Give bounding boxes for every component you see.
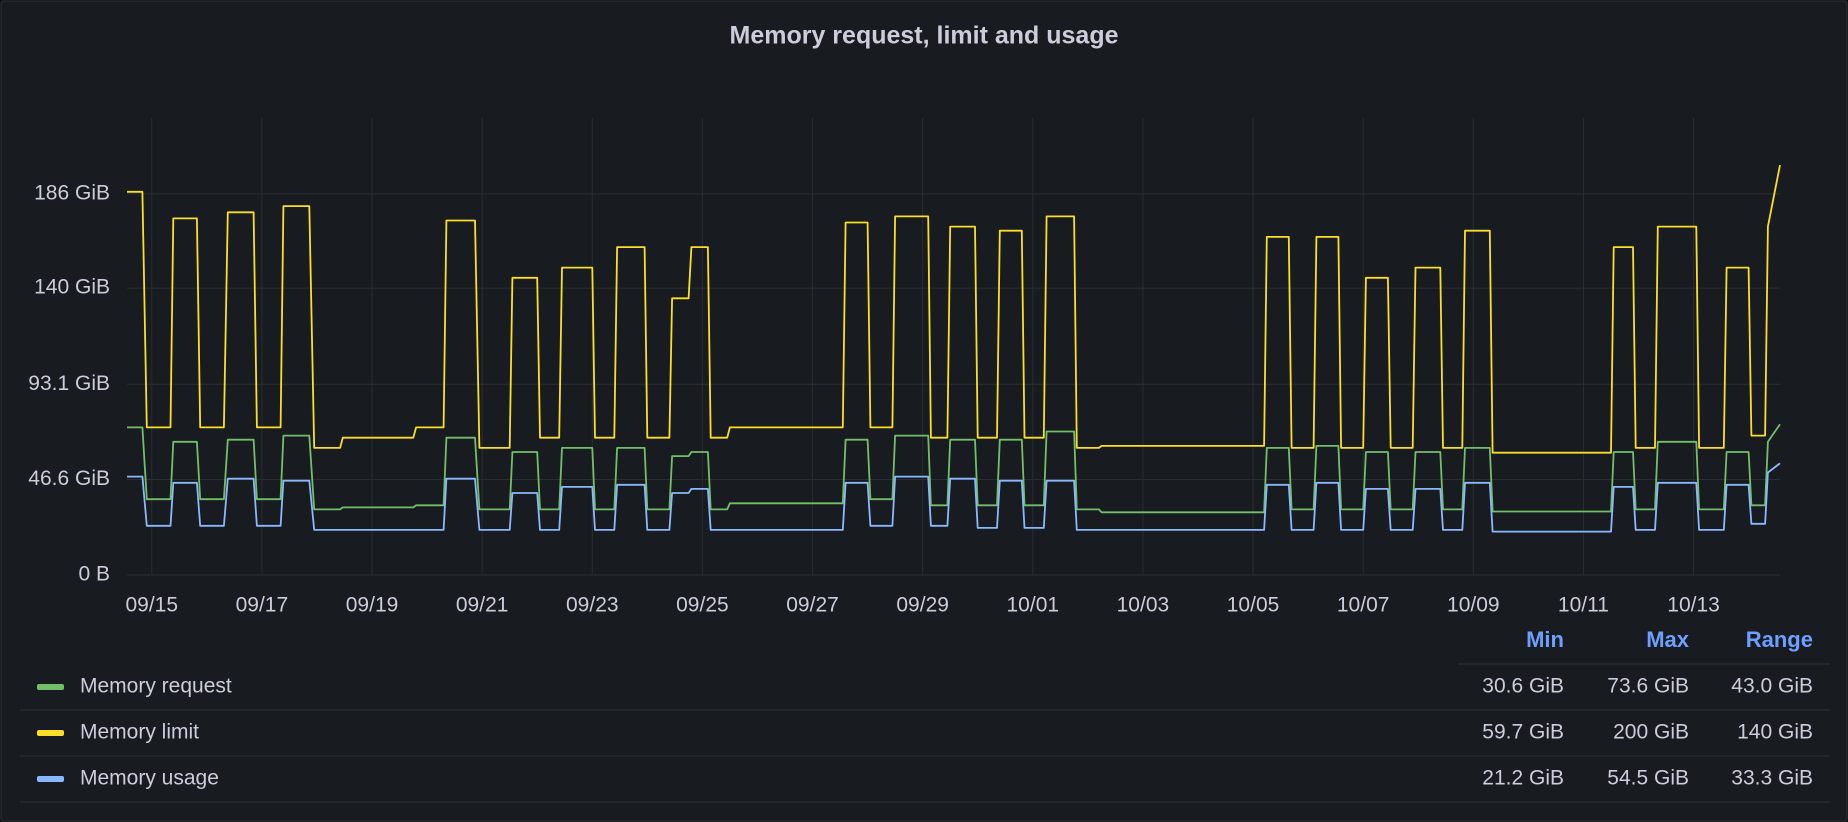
- series-line: [127, 462, 1781, 533]
- x-tick-label: 09/19: [346, 594, 399, 617]
- legend-stat: 59.7 GiB: [1482, 721, 1564, 744]
- legend-swatch: [37, 730, 64, 736]
- legend-label: Memory limit: [80, 721, 199, 744]
- legend-stat: 73.6 GiB: [1607, 675, 1689, 698]
- legend-label: Memory request: [80, 675, 232, 698]
- panel-title: Memory request, limit and usage: [730, 22, 1119, 50]
- series-line: [127, 423, 1781, 514]
- y-tick-label: 186 GiB: [34, 181, 110, 204]
- x-tick-label: 09/15: [125, 594, 178, 617]
- y-tick-label: 93.1 GiB: [28, 372, 110, 395]
- x-tick-label: 10/03: [1117, 594, 1170, 617]
- x-tick-label: 10/13: [1667, 594, 1720, 617]
- x-tick-label: 09/29: [896, 594, 949, 617]
- legend-column-header: Range: [1746, 627, 1813, 652]
- x-tick-label: 09/23: [566, 594, 619, 617]
- x-tick-label: 09/21: [456, 594, 509, 617]
- legend-label: Memory usage: [80, 767, 219, 790]
- x-tick-label: 09/25: [676, 594, 729, 617]
- legend-column-header: Max: [1646, 627, 1690, 652]
- y-tick-label: 140 GiB: [34, 276, 110, 299]
- x-tick-label: 10/05: [1227, 594, 1280, 617]
- x-tick-label: 10/11: [1558, 594, 1609, 617]
- legend-column-header: Min: [1526, 627, 1564, 652]
- x-tick-label: 10/09: [1447, 594, 1500, 617]
- legend-stat: 54.5 GiB: [1607, 767, 1689, 790]
- legend-swatch: [37, 776, 64, 782]
- x-tick-label: 09/27: [786, 594, 839, 617]
- legend-stat: 21.2 GiB: [1482, 767, 1564, 790]
- x-tick-label: 10/01: [1007, 594, 1060, 617]
- series-line: [127, 164, 1781, 454]
- y-tick-label: 46.6 GiB: [28, 467, 110, 490]
- legend-swatch: [37, 684, 64, 690]
- y-tick-label: 0 B: [78, 563, 110, 586]
- x-tick-label: 10/07: [1337, 594, 1390, 617]
- legend-stat: 30.6 GiB: [1482, 675, 1564, 698]
- legend-stat: 33.3 GiB: [1731, 767, 1813, 790]
- legend-stat: 43.0 GiB: [1731, 675, 1813, 698]
- x-tick-label: 09/17: [236, 594, 289, 617]
- legend-stat: 140 GiB: [1737, 721, 1813, 744]
- legend-stat: 200 GiB: [1613, 721, 1689, 744]
